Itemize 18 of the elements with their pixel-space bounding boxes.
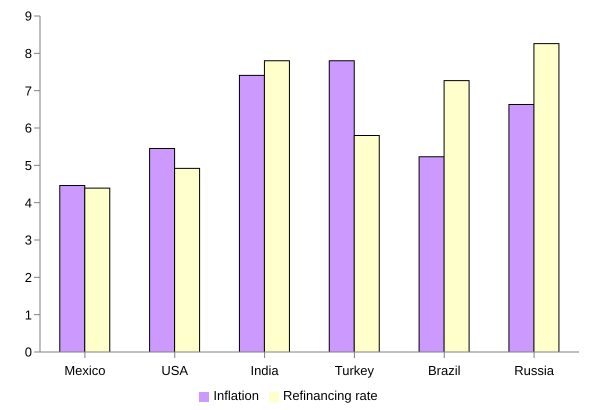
x-tick-label: Mexico [64, 363, 106, 378]
x-tick-label: India [250, 363, 280, 378]
y-tick-label: 1 [24, 307, 32, 322]
x-tick-label: Russia [514, 363, 555, 378]
x-tick-label: Brazil [428, 363, 461, 378]
y-tick-label: 8 [24, 46, 32, 61]
y-tick-label: 3 [24, 232, 32, 248]
legend-label: Refinancing rate [282, 388, 378, 403]
y-tick-label: 5 [24, 158, 32, 173]
x-tick-label: USA [161, 363, 188, 378]
legend-label: Inflation [213, 388, 259, 403]
y-tick-label: 7 [24, 83, 32, 98]
y-tick-label: 9 [24, 8, 32, 24]
y-tick-label: 4 [24, 195, 32, 210]
y-tick-label: 2 [24, 270, 32, 285]
y-tick-label: 0 [24, 344, 32, 360]
x-tick-label: Turkey [334, 363, 375, 378]
y-tick-label: 6 [24, 120, 32, 136]
